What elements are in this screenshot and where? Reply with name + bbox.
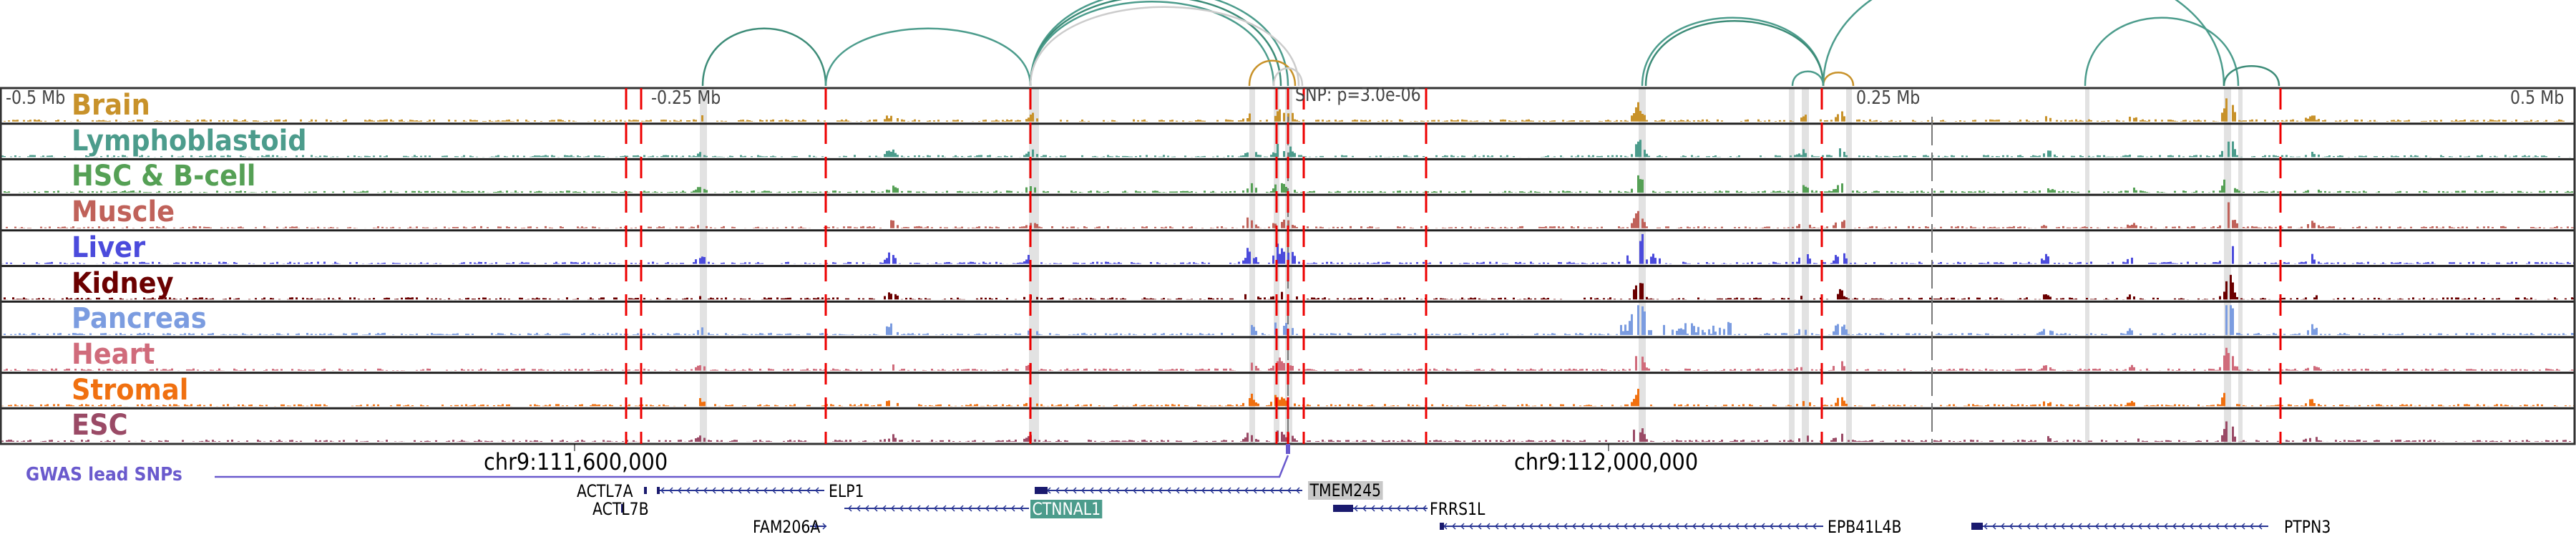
exon-block: [1035, 487, 1048, 494]
chromatin-loop-arc: [1029, 0, 1289, 87]
axis-label-left: -0.5 Mb: [6, 87, 66, 109]
chromatin-loop-arc: [2223, 65, 2280, 87]
chromatin-loop-arc: [1644, 20, 1825, 87]
exon-block: [1440, 523, 1444, 530]
strand-arrows: [814, 523, 827, 530]
track-label: Pancreas: [72, 302, 207, 336]
chromatin-loop-arc: [1029, 1, 1275, 87]
signal-track-stromal: [1, 389, 2575, 407]
strand-arrows: [660, 487, 819, 494]
gene-epb41l4b[interactable]: EPB41L4B: [1828, 517, 1902, 537]
gene-ctnnal1[interactable]: CTNNAL1: [1030, 500, 1103, 518]
signal-track-esc: [1, 421, 2571, 442]
track-label: HSC & B-cell: [72, 160, 256, 193]
gene-tmem245[interactable]: TMEM245: [1308, 481, 1383, 500]
gene-elp1[interactable]: ELP1: [829, 481, 864, 501]
snp-pvalue-label: SNP: p=3.0e-06: [1295, 84, 1421, 106]
strand-arrows: [847, 505, 1024, 512]
chromatin-loop-arc: [1822, 0, 2225, 87]
axis-label-right: 0.5 Mb: [2510, 87, 2565, 109]
chromatin-loop-arc: [1029, 6, 1300, 87]
coordinate-label-left: chr9:111,600,000: [484, 448, 668, 475]
chromatin-loop-arc: [1029, 0, 1282, 87]
signal-track-lymphoblastoid: [1, 140, 2571, 158]
chromatin-loop-arc: [1791, 70, 1825, 87]
exon-block: [657, 487, 660, 494]
gene-ptpn3[interactable]: PTPN3: [2284, 517, 2331, 537]
gene-fam206a[interactable]: FAM206A: [753, 517, 821, 537]
track-label: Muscle: [72, 195, 175, 229]
chromatin-loop-arc: [1272, 67, 1304, 87]
chromatin-loop-arc: [1248, 59, 1297, 87]
signal-track-muscle: [6, 202, 2575, 228]
track-label: Stromal: [72, 373, 189, 407]
gene-frrs1l[interactable]: FRRS1L: [1430, 499, 1485, 519]
gwas-connector-line: [215, 455, 1289, 478]
signal-track-liver: [1, 233, 2575, 264]
axis-label-midright: 0.25 Mb: [1856, 87, 1921, 109]
exon-block: [1333, 505, 1353, 512]
signal-track-heart: [4, 347, 2575, 371]
exon-block: [621, 504, 624, 513]
axis-label-midleft: -0.25 Mb: [651, 87, 721, 109]
exon-block: [644, 487, 647, 494]
chromatin-loop-arc: [1822, 72, 1855, 87]
chromatin-loop-arc: [2084, 16, 2240, 87]
track-label: ESC: [72, 409, 128, 442]
exon-block: [1971, 523, 1983, 530]
track-label: Brain: [72, 89, 150, 122]
chromatin-loop-arc: [824, 27, 1032, 87]
gwas-snp-marker: [1286, 444, 1290, 454]
track-label: Lymphoblastoid: [72, 124, 307, 158]
gene-actl7b[interactable]: ACTL7B: [592, 499, 649, 519]
track-label: Heart: [72, 337, 155, 371]
chromatin-loop-arc: [701, 27, 827, 87]
gwas-track-label: GWAS lead SNPs: [26, 464, 182, 485]
gene-actl7a[interactable]: ACTL7A: [577, 481, 633, 501]
coordinate-label-right: chr9:112,000,000: [1514, 448, 1699, 475]
track-label: Liver: [72, 231, 146, 264]
track-label: Kidney: [72, 266, 174, 300]
